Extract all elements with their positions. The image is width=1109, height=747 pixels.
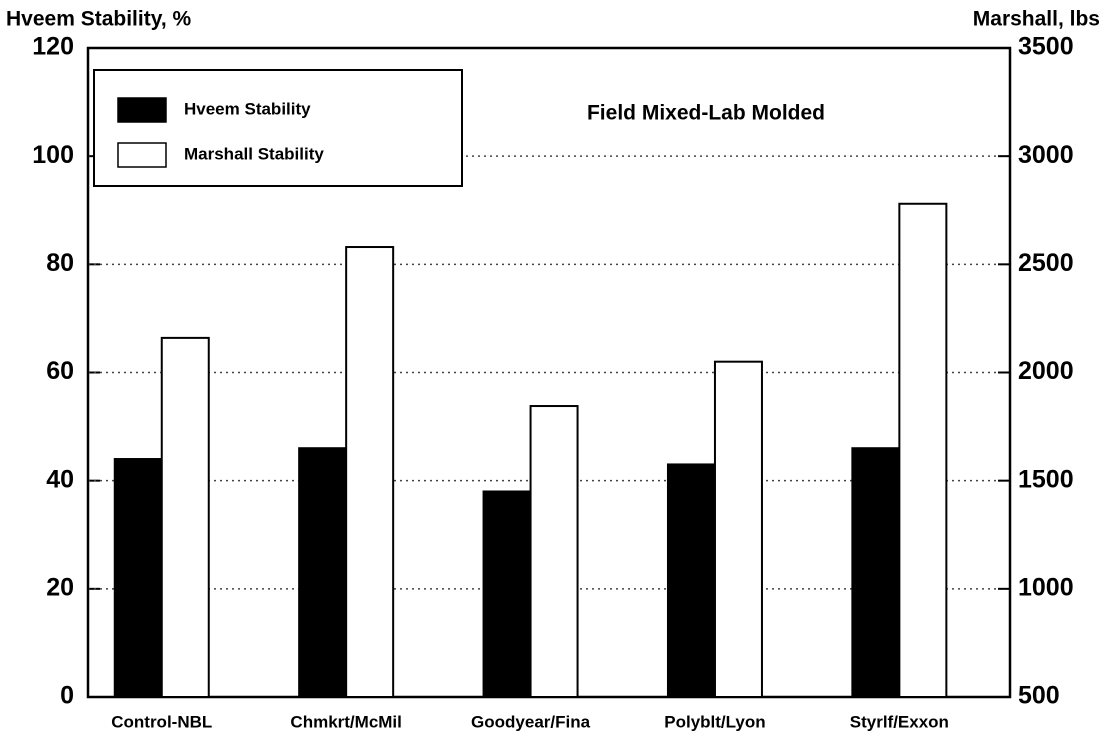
legend-label: Hveem Stability <box>184 99 311 118</box>
bar <box>666 463 716 699</box>
bar <box>298 447 348 699</box>
y-tick-label: 0 <box>60 682 74 710</box>
y-tick-label: 80 <box>46 249 74 277</box>
y-tick-label: 100 <box>32 141 74 169</box>
legend-swatch <box>117 142 167 168</box>
y2-tick-label: 3000 <box>1018 141 1074 169</box>
y-axis-title: Hveem Stability, % <box>6 8 192 31</box>
bar <box>482 490 532 698</box>
y2-tick-label: 500 <box>1018 682 1060 710</box>
x-tick-label: Styrlf/Exxon <box>850 712 949 731</box>
x-tick-label: Polyblt/Lyon <box>664 712 765 731</box>
y2-tick-label: 1000 <box>1018 573 1074 601</box>
x-tick-label: Chmkrt/McMil <box>290 712 401 731</box>
legend-box <box>93 69 463 187</box>
bar <box>529 405 579 698</box>
bar <box>851 447 901 699</box>
bar <box>898 202 948 698</box>
legend-swatch <box>117 97 167 123</box>
bar <box>345 246 395 698</box>
bar <box>713 360 763 698</box>
y2-axis-title: Marshall, lbs <box>973 8 1100 31</box>
annotation: Field Mixed-Lab Molded <box>587 102 825 125</box>
legend-label: Marshall Stability <box>184 144 324 163</box>
y2-tick-label: 2500 <box>1018 249 1074 277</box>
y-tick-label: 120 <box>32 33 74 61</box>
x-tick-label: Goodyear/Fina <box>471 712 591 731</box>
y2-tick-label: 3500 <box>1018 33 1074 61</box>
y2-tick-label: 2000 <box>1018 357 1074 385</box>
y-tick-label: 40 <box>46 465 74 493</box>
x-tick-label: Control-NBL <box>111 712 212 731</box>
bar <box>160 336 210 698</box>
y-tick-label: 60 <box>46 357 74 385</box>
y2-tick-label: 1500 <box>1018 465 1074 493</box>
bar <box>113 458 163 698</box>
y-tick-label: 20 <box>46 573 74 601</box>
